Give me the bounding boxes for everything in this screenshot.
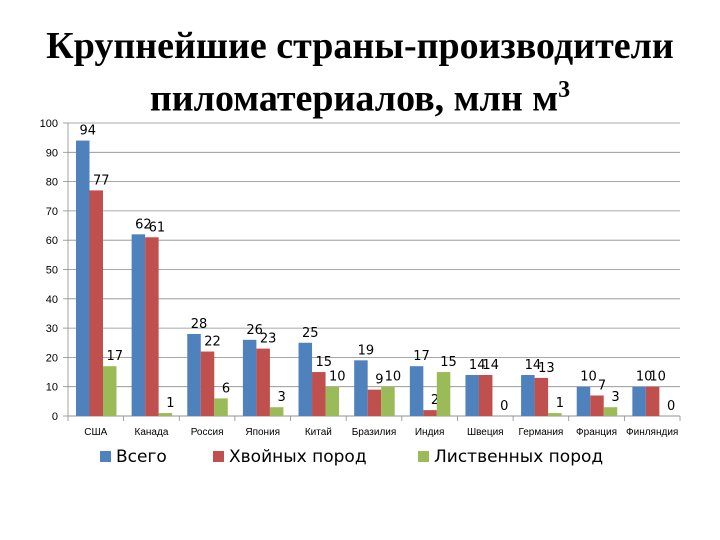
- bar-2-6: [436, 372, 451, 416]
- bar-1-1: [145, 237, 159, 416]
- bar-1-0: [89, 190, 103, 416]
- bar-2-2: [214, 398, 228, 416]
- chart-title-superscript: 3: [558, 77, 571, 103]
- data-label-1-9: 7: [598, 378, 606, 393]
- bar-0-0: [76, 140, 90, 416]
- data-label-2-3: 3: [278, 390, 286, 405]
- bar-0-5: [354, 360, 368, 416]
- bar-1-5: [367, 389, 382, 416]
- data-label-2-0: 17: [106, 349, 123, 364]
- data-label-2-10: 0: [667, 399, 675, 414]
- bar-0-2: [187, 333, 201, 416]
- data-label-1-7: 14: [482, 358, 499, 373]
- bar-0-1: [131, 234, 146, 416]
- data-label-1-8: 13: [538, 361, 555, 376]
- data-label-0-9: 10: [580, 370, 597, 385]
- data-label-1-4: 15: [316, 355, 333, 370]
- x-category-label-9: Франция: [576, 427, 617, 438]
- chart-title-line-1: Крупнейшие страны-производители: [46, 25, 674, 67]
- data-label-2-2: 6: [222, 381, 230, 396]
- bar-2-0: [103, 366, 117, 416]
- y-tick-label-40: 40: [46, 294, 58, 306]
- data-label-2-4: 10: [329, 370, 346, 385]
- bar-1-10: [645, 386, 660, 416]
- x-category-label-0: США: [84, 427, 107, 438]
- bar-1-2: [200, 351, 215, 416]
- y-tick-label-60: 60: [46, 235, 58, 247]
- legend-swatch-1: [213, 451, 224, 462]
- data-label-0-1: 62: [135, 217, 152, 232]
- y-tick-label-0: 0: [52, 411, 58, 423]
- data-label-1-6: 2: [431, 393, 439, 408]
- data-label-0-0: 94: [79, 124, 96, 139]
- data-label-1-3: 23: [260, 332, 277, 347]
- chart-title: Крупнейшие страны-производители пиломате…: [0, 24, 720, 121]
- bar-0-3: [242, 339, 257, 416]
- data-label-0-5: 19: [358, 343, 375, 358]
- x-category-label-6: Индия: [415, 427, 445, 438]
- y-tick-label-70: 70: [46, 206, 58, 218]
- legend-label-1: Хвойных пород: [229, 447, 367, 467]
- data-label-1-2: 22: [204, 335, 221, 350]
- data-label-1-1: 61: [149, 220, 166, 235]
- chart-title-line-2-text: пиломатериалов, млн м: [149, 77, 559, 120]
- x-category-label-7: Швеция: [467, 427, 504, 438]
- data-label-0-4: 25: [302, 326, 319, 341]
- bar-2-8: [548, 413, 562, 416]
- bar-0-7: [465, 374, 479, 416]
- bar-0-8: [521, 374, 535, 416]
- bar-0-6: [409, 366, 424, 416]
- data-label-2-9: 3: [611, 390, 619, 405]
- x-category-label-8: Германия: [518, 427, 563, 438]
- y-tick-label-30: 30: [46, 323, 58, 335]
- x-category-label-4: Китай: [305, 427, 332, 438]
- data-label-1-10: 10: [649, 370, 666, 385]
- y-tick-label-20: 20: [46, 352, 58, 364]
- data-label-1-5: 9: [375, 373, 383, 388]
- bar-2-4: [325, 386, 340, 416]
- data-label-0-3: 26: [246, 323, 263, 338]
- bar-1-6: [423, 410, 437, 416]
- legend-swatch-2: [418, 451, 429, 462]
- y-tick-label-10: 10: [46, 382, 58, 394]
- bar-1-3: [256, 348, 270, 416]
- data-label-2-5: 10: [385, 370, 402, 385]
- legend-swatch-0: [100, 451, 111, 462]
- data-label-0-10: 10: [636, 370, 653, 385]
- bar-0-10: [632, 386, 646, 416]
- data-label-2-7: 0: [500, 399, 508, 414]
- data-label-0-8: 14: [525, 358, 542, 373]
- bar-1-9: [590, 395, 604, 416]
- bar-1-8: [534, 377, 549, 416]
- x-category-label-10: Финляндия: [626, 427, 678, 438]
- data-label-1-0: 77: [93, 173, 110, 188]
- bar-0-4: [298, 342, 313, 416]
- legend-label-0: Всего: [116, 447, 167, 467]
- bar-2-9: [603, 407, 618, 416]
- bar-0-9: [576, 386, 591, 416]
- bar-2-3: [269, 407, 284, 416]
- x-category-label-5: Бразилия: [352, 427, 397, 438]
- y-tick-label-80: 80: [46, 177, 58, 189]
- y-tick-label-100: 100: [40, 118, 58, 130]
- x-category-label-2: Россия: [191, 427, 224, 438]
- data-label-2-8: 1: [556, 396, 564, 411]
- chart-title-line-2: пиломатериалов, млн м3: [0, 68, 720, 121]
- data-label-2-1: 1: [166, 396, 174, 411]
- data-label-0-7: 14: [469, 358, 486, 373]
- data-label-2-6: 15: [440, 355, 457, 370]
- y-tick-label-90: 90: [46, 147, 58, 159]
- data-label-0-6: 17: [413, 349, 430, 364]
- bar-1-4: [312, 372, 326, 416]
- bar-2-1: [158, 413, 173, 416]
- x-category-label-3: Япония: [245, 427, 280, 438]
- y-tick-label-50: 50: [46, 265, 58, 277]
- x-category-label-1: Канада: [135, 427, 169, 438]
- data-label-0-2: 28: [191, 317, 208, 332]
- bar-2-5: [381, 386, 395, 416]
- bar-1-7: [478, 374, 493, 416]
- legend-label-2: Лиственных пород: [434, 447, 603, 467]
